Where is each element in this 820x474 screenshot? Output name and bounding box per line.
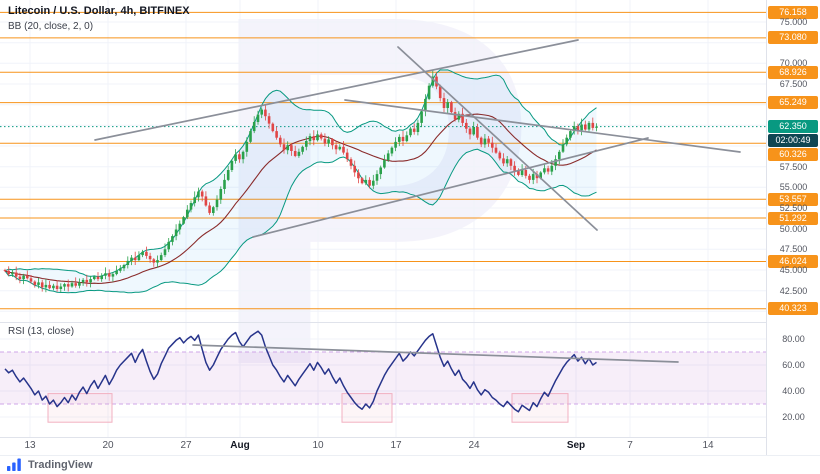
time-axis-label: 10 (312, 440, 324, 451)
price-chart-panel[interactable] (0, 0, 766, 322)
rsi-trendline[interactable] (192, 344, 679, 363)
rsi-axis-label: 40.00 (782, 386, 805, 396)
bollinger-bands (4, 69, 597, 294)
oversold-box[interactable] (47, 393, 113, 423)
price-axis-label: 45.000 (779, 265, 808, 275)
tradingview-brand-text[interactable]: TradingView (28, 458, 93, 471)
time-axis-label: 24 (468, 440, 480, 451)
level-price-badge: 40.323 (768, 302, 818, 316)
time-axis-label: 17 (390, 440, 402, 451)
level-price-badge: 60.326 (768, 148, 818, 162)
price-axis-label: 55.000 (779, 182, 808, 193)
footer-separator (0, 455, 820, 456)
time-axis-label: 27 (180, 440, 192, 451)
rsi-line (4, 330, 597, 413)
price-axis-label: 42.500 (779, 285, 808, 296)
support-resistance-lines[interactable] (0, 11, 766, 310)
price-axis-label: 70.000 (779, 58, 808, 69)
level-price-badge: 53.557 (768, 192, 818, 206)
bar-countdown-badge: 02:00:49 (768, 133, 818, 147)
price-axis-label: 50.000 (779, 223, 808, 234)
time-axis-label: 13 (24, 440, 36, 451)
level-price-badge: 46.024 (768, 255, 818, 268)
trendlines[interactable] (94, 39, 741, 238)
level-price-badge: 76.158 (768, 5, 818, 19)
last-price-badge: 62.350 (768, 120, 818, 134)
level-price-badge: 68.926 (768, 65, 818, 79)
price-axis-label: 67.500 (779, 79, 808, 89)
oversold-box[interactable] (341, 393, 393, 423)
candles-layer (3, 70, 598, 293)
rsi-axis-label: 60.00 (782, 360, 805, 370)
price-axis[interactable]: 62.350 02:00:49 76.158 73.080 68.926 65.249 60… (766, 0, 820, 455)
price-gridlines (0, 0, 766, 322)
footer-bar: TradingView (0, 455, 820, 474)
bb-indicator-label[interactable]: BB (20, close, 2, 0) (8, 21, 94, 32)
time-axis-label: 14 (702, 440, 714, 451)
rsi-panel[interactable] (0, 322, 766, 437)
time-axis-label: Sep (566, 440, 586, 451)
time-axis-label: 20 (102, 440, 114, 451)
price-axis-label: 57.500 (779, 161, 808, 172)
time-axis[interactable]: 13 20 27 Aug 10 17 24 Sep 7 14 (0, 437, 766, 455)
time-axis-separator (0, 437, 820, 438)
time-axis-label: 7 (627, 440, 633, 451)
price-axis-label: 52.500 (779, 203, 808, 213)
level-price-badge: 65.249 (768, 96, 818, 110)
price-axis-label: 75.000 (779, 17, 808, 27)
level-price-badge: 51.292 (768, 211, 818, 225)
panel-separator[interactable] (0, 322, 820, 323)
price-axis-label: 47.500 (779, 244, 808, 255)
rsi-axis-label: 20.00 (782, 412, 805, 422)
rsi-gridlines (0, 322, 766, 437)
rsi-indicator-label[interactable]: RSI (13, close) (8, 326, 75, 337)
chart-legend: Litecoin / U.S. Dollar, 4h, BITFINEX BB … (8, 5, 190, 32)
level-price-badge: 73.080 (768, 31, 818, 45)
time-axis-label: Aug (230, 440, 250, 451)
symbol-title[interactable]: Litecoin / U.S. Dollar, 4h, BITFINEX (8, 5, 190, 17)
rsi-axis-label: 80.00 (782, 334, 805, 344)
tradingview-logo-icon[interactable] (7, 458, 23, 472)
